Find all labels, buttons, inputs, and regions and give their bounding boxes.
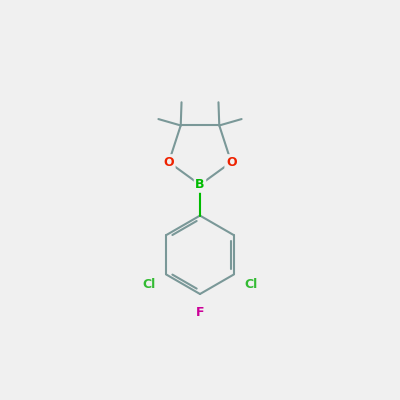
- Text: Cl: Cl: [244, 278, 257, 290]
- Text: Cl: Cl: [143, 278, 156, 290]
- Text: F: F: [196, 306, 204, 318]
- Text: O: O: [226, 156, 236, 169]
- Text: O: O: [164, 156, 174, 169]
- Text: B: B: [195, 178, 205, 191]
